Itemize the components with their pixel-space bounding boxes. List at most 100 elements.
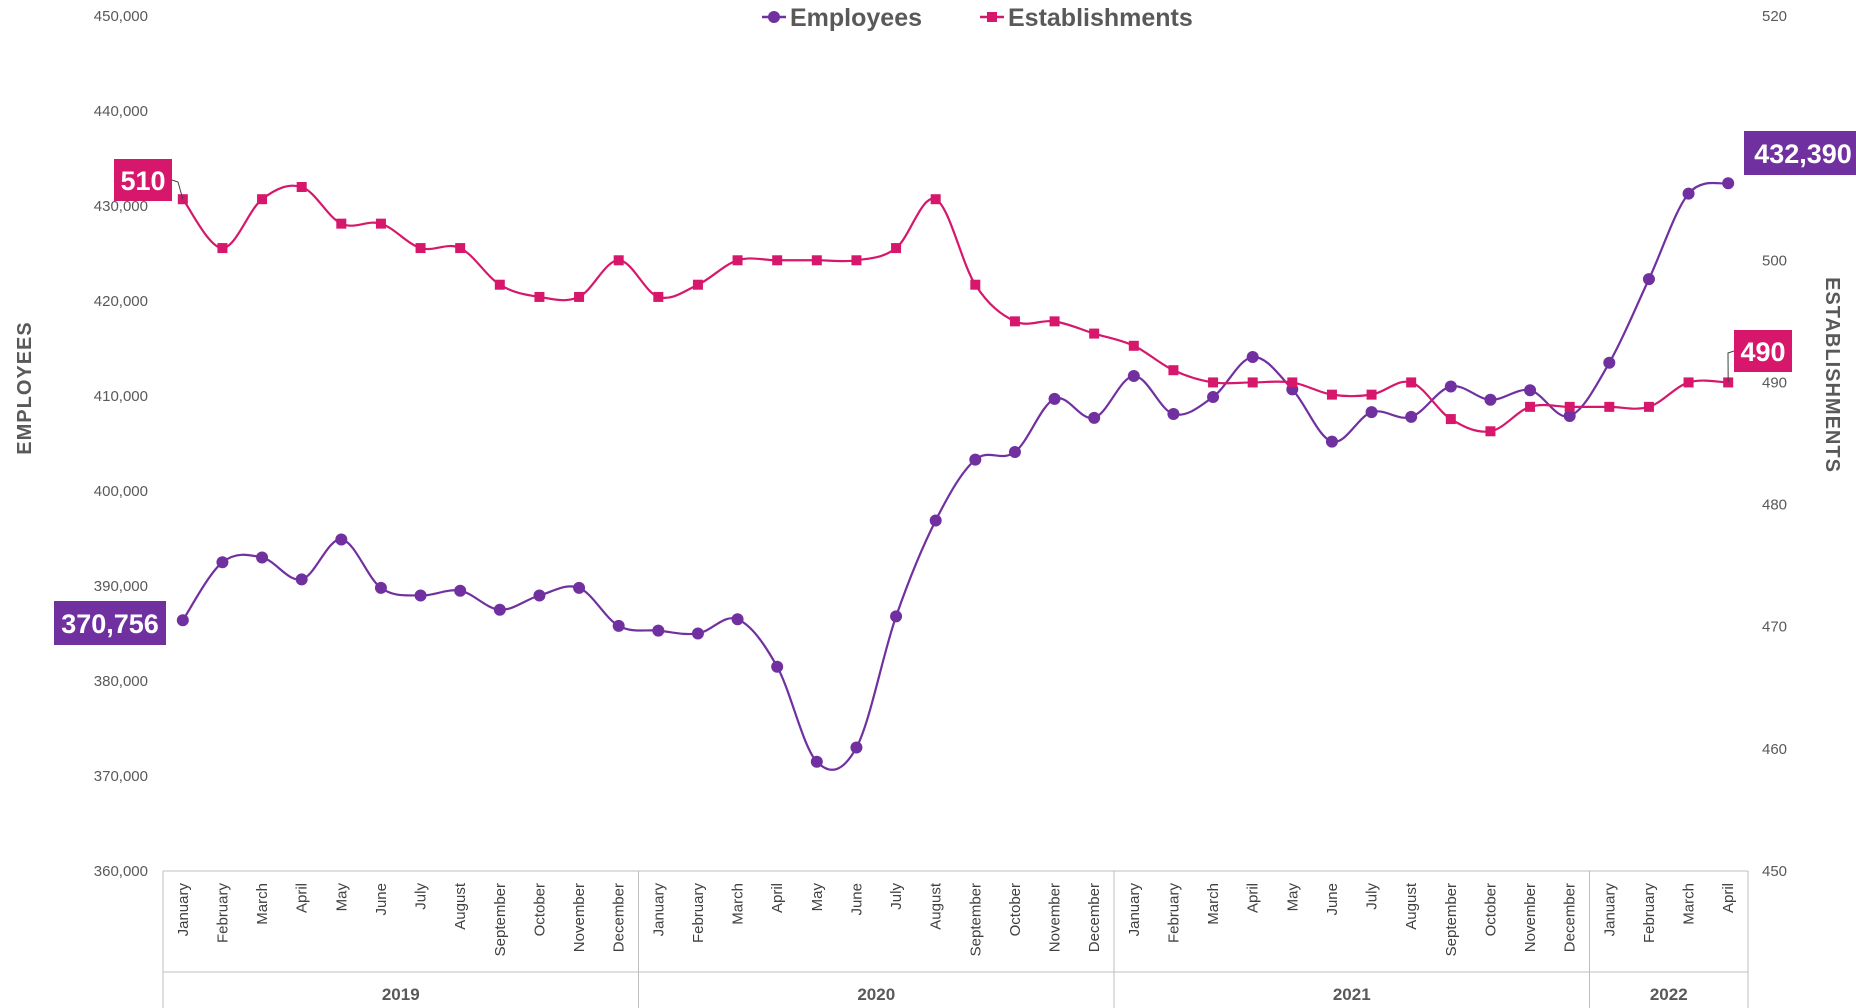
- employees-point: [890, 610, 903, 623]
- establishments-line: [181, 184, 1729, 433]
- month-label: December: [611, 883, 628, 952]
- month-label: May: [333, 883, 350, 912]
- employees-point: [1207, 390, 1220, 403]
- month-label: November: [1522, 883, 1539, 952]
- legend-item-establishments: Establishments: [980, 4, 1193, 32]
- legend-label: Employees: [790, 4, 922, 32]
- establishments-point: [970, 279, 981, 290]
- employees-point: [929, 514, 942, 527]
- left-tick-label: 400,000: [94, 483, 148, 500]
- employees-point: [1365, 406, 1378, 419]
- establishments-point: [1326, 389, 1337, 400]
- month-label: September: [1443, 883, 1460, 956]
- month-label: August: [928, 882, 945, 930]
- callout-box: [114, 159, 172, 201]
- establishments-point: [692, 279, 703, 290]
- legend: Employees Establishments: [762, 4, 1193, 32]
- month-label: April: [769, 883, 786, 913]
- callout-text: 370,756: [61, 609, 159, 639]
- employees-point: [1642, 273, 1655, 286]
- year-label: 2020: [857, 985, 895, 1004]
- month-label: September: [967, 883, 984, 956]
- left-tick-label: 390,000: [94, 578, 148, 595]
- month-label: December: [1086, 883, 1103, 952]
- establishments-point: [1683, 377, 1694, 388]
- month-label: October: [1007, 883, 1024, 936]
- month-label: March: [1681, 883, 1698, 925]
- establishments-point: [1485, 426, 1496, 437]
- callout-label: 490: [1727, 330, 1792, 383]
- employees-point: [1167, 408, 1180, 421]
- left-tick-label: 450,000: [94, 8, 148, 25]
- establishments-point: [534, 291, 545, 302]
- employees-point: [1603, 356, 1616, 369]
- month-label: March: [730, 883, 747, 925]
- legend-swatch-marker: [768, 11, 780, 23]
- establishments-point: [375, 218, 386, 229]
- employees-point: [771, 660, 784, 673]
- establishments-point: [1643, 401, 1654, 412]
- employees-point: [573, 581, 586, 594]
- callout-label: 510: [114, 159, 184, 201]
- establishments-point: [1445, 414, 1456, 425]
- establishments-point: [851, 255, 862, 266]
- employees-point: [1682, 187, 1695, 200]
- left-tick-label: 410,000: [94, 388, 148, 405]
- right-tick-label: 520: [1762, 8, 1787, 25]
- callouts: 370,756 510 432,390 490: [54, 131, 1856, 645]
- establishments-point: [257, 194, 268, 205]
- month-label: September: [492, 883, 509, 956]
- callout-text: 490: [1740, 337, 1785, 367]
- callout-leader: [171, 179, 184, 200]
- establishments-point: [1366, 389, 1377, 400]
- callout-box: [1744, 131, 1856, 175]
- month-label: January: [1601, 883, 1618, 937]
- employees-point: [374, 581, 387, 594]
- establishments-point: [1564, 401, 1575, 412]
- month-label: February: [214, 883, 231, 944]
- legend-label: Establishments: [1008, 4, 1193, 32]
- category-axis-frame: [162, 870, 1749, 1008]
- month-label: March: [254, 883, 271, 925]
- month-label: December: [1562, 883, 1579, 952]
- establishments-point: [1049, 316, 1060, 327]
- right-tick-label: 500: [1762, 252, 1787, 269]
- employees-series: [176, 177, 1735, 771]
- month-label: June: [373, 883, 390, 916]
- series-layer: [176, 177, 1735, 771]
- establishments-series: [177, 182, 1734, 437]
- callout-label: 432,390: [1744, 131, 1856, 175]
- month-label: June: [1324, 883, 1341, 916]
- establishments-point: [891, 243, 902, 254]
- employees-point: [1524, 384, 1537, 397]
- month-label: February: [1641, 883, 1658, 944]
- month-label: November: [571, 883, 588, 952]
- right-tick-label: 490: [1762, 374, 1787, 391]
- establishments-point: [930, 194, 941, 205]
- month-label: April: [1720, 883, 1737, 913]
- month-label: May: [809, 883, 826, 912]
- left-tick-label: 370,000: [94, 768, 148, 785]
- year-label: 2022: [1650, 985, 1688, 1004]
- left-axis-title: EMPLOYEES: [14, 321, 36, 454]
- left-tick-label: 420,000: [94, 293, 148, 310]
- year-label: 2019: [382, 985, 420, 1004]
- employees-point: [454, 584, 467, 597]
- employees-point: [1008, 446, 1021, 459]
- establishments-point: [811, 255, 822, 266]
- establishments-point: [1247, 377, 1258, 388]
- employees-point: [1127, 370, 1140, 383]
- establishments-point: [1208, 377, 1219, 388]
- left-tick-label: 360,000: [94, 863, 148, 880]
- month-label: March: [1205, 883, 1222, 925]
- employees-point: [810, 755, 823, 768]
- establishments-point: [217, 243, 228, 254]
- left-tick-label: 440,000: [94, 103, 148, 120]
- employees-point: [1722, 177, 1735, 190]
- establishments-point: [415, 243, 426, 254]
- employees-point: [1325, 435, 1338, 448]
- month-label: February: [690, 883, 707, 944]
- callout-box: [54, 601, 166, 645]
- employees-point: [731, 613, 744, 626]
